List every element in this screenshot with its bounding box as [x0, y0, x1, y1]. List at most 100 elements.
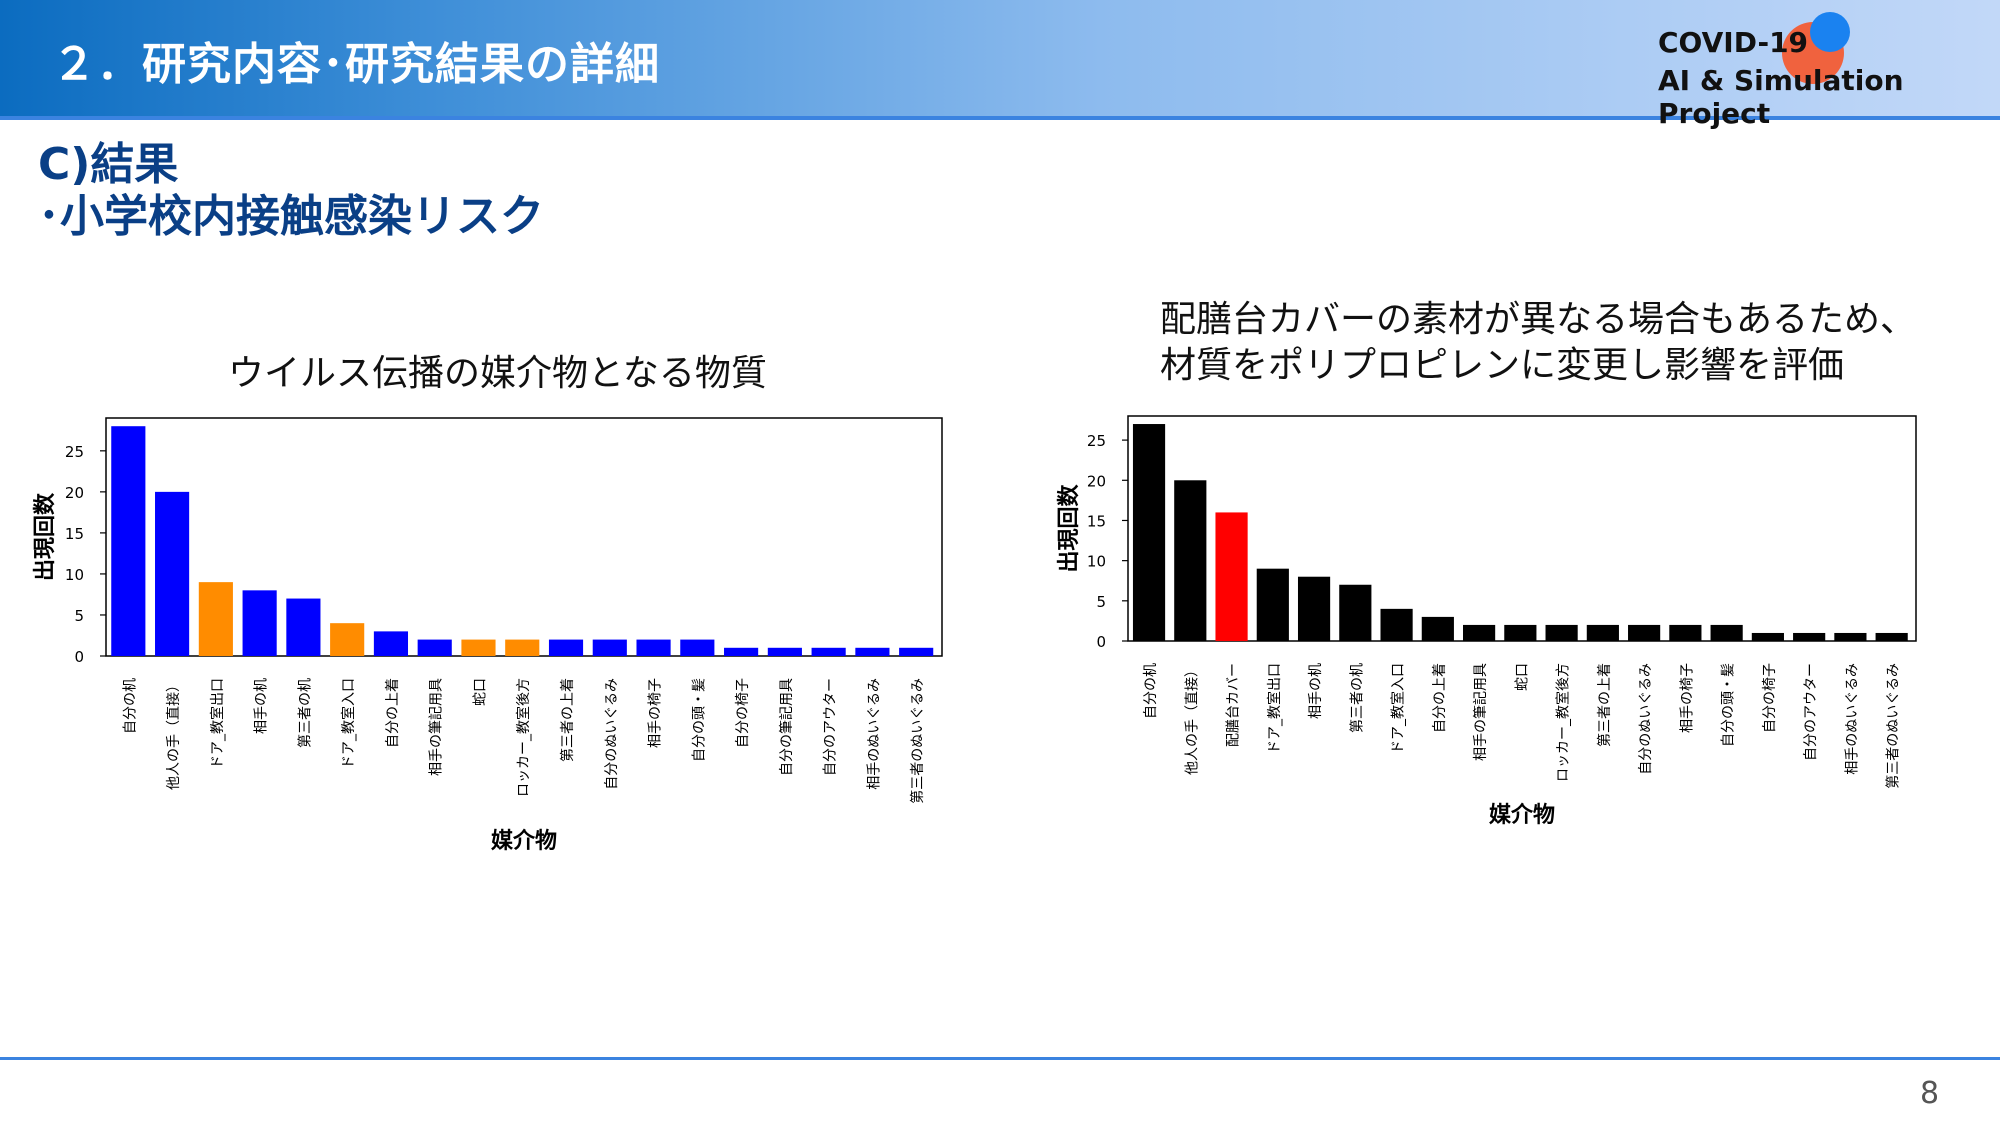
chart1-bar: [330, 623, 365, 656]
chart2-bar: [1545, 624, 1578, 641]
chart2-bar: [1834, 632, 1867, 641]
chart1-category-label: 相手の机: [254, 678, 270, 734]
chart2-ytick-label: 25: [1087, 432, 1106, 450]
chart1-bar: [811, 647, 846, 656]
chart1-category-label: ドア_教室出口: [209, 678, 226, 769]
logo-text-line2: AI & Simulation Project: [1658, 64, 1904, 130]
chart2-bar: [1875, 632, 1908, 641]
chart2-category-label: 相手の椅子: [1679, 663, 1695, 733]
chart1-bar: [242, 590, 277, 656]
chart1-bar: [636, 639, 671, 656]
chart2-bar: [1751, 632, 1784, 641]
chart1-xlabel: 媒介物: [491, 828, 557, 854]
chart1-ytick-label: 10: [65, 566, 84, 584]
chart2-category-label: 第三者の机: [1348, 663, 1365, 733]
section-subtitle: ･小学校内接触感染リスク: [38, 191, 544, 242]
chart1-category-label: 相手の椅子: [648, 678, 664, 748]
chart1-category-label: 自分の頭・髪: [691, 678, 707, 762]
chart2-bar: [1339, 584, 1372, 641]
chart2-bar: [1463, 624, 1496, 641]
chart1-ytick-label: 25: [65, 443, 84, 461]
chart2-ytick-label: 15: [1087, 512, 1106, 530]
chart1-ytick-label: 5: [74, 607, 84, 625]
chart1-bar: [767, 647, 802, 656]
header-divider: [0, 116, 2000, 120]
page-number: 8: [1920, 1076, 1940, 1111]
chart2-bar: [1710, 624, 1743, 641]
chart2-bar: [1380, 608, 1413, 641]
chart2-category-label: 自分のぬいぐるみ: [1638, 663, 1654, 775]
chart1-category-label: ドア_教室入口: [340, 678, 357, 769]
chart2-bar: [1504, 624, 1537, 641]
chart1-bar: [592, 639, 627, 656]
chart2-category-label: 相手のぬいぐるみ: [1844, 663, 1860, 775]
chart2-category-label: 相手の筆記用具: [1472, 663, 1489, 761]
section-title: C)結果: [38, 139, 179, 190]
chart2-bar: [1174, 480, 1207, 641]
chart2-category-label: ロッカー_教室後方: [1555, 663, 1572, 782]
chart1-bar: [417, 639, 452, 656]
chart2-category-label: 配膳台カバー: [1226, 663, 1242, 747]
page-title: ２．研究内容･研究結果の詳細: [52, 39, 660, 90]
chart1-category-label: 自分の上着: [385, 678, 401, 748]
chart2-bar: [1586, 624, 1619, 641]
chart1-bar: [373, 631, 409, 656]
chart1-bar: [724, 647, 759, 656]
logo-blue-circle-icon: [1810, 12, 1850, 52]
chart1-bar: [111, 426, 146, 656]
chart2-category-label: 自分の頭・髪: [1721, 663, 1737, 747]
footer-divider: [0, 1057, 2000, 1060]
chart1-ytick-label: 0: [74, 648, 84, 666]
chart2-bar: [1132, 424, 1166, 641]
chart2-category-label: 自分のアウター: [1803, 663, 1819, 761]
chart1-bar: [680, 639, 715, 656]
chart2-bar: [1628, 624, 1661, 641]
chart1-category-label: 自分の椅子: [735, 678, 751, 748]
chart1-bar: [155, 491, 190, 656]
chart1-bar: [461, 639, 496, 656]
chart1-caption: ウイルス伝播の媒介物となる物質: [228, 353, 767, 394]
chart2-ytick-label: 10: [1087, 553, 1106, 571]
chart1-category-label: 自分のアウター: [823, 678, 839, 776]
chart2-category-label: ドア_教室入口: [1390, 663, 1407, 754]
chart1-category-label: 第三者の机: [296, 678, 313, 748]
chart1-category-label: 蛇口: [472, 678, 488, 706]
chart1-ytick-label: 15: [65, 525, 84, 543]
chart1-category-label: 自分の机: [122, 678, 138, 734]
chart1-category-label: 相手のぬいぐるみ: [866, 678, 882, 790]
chart1-bar: [855, 647, 890, 656]
chart1-category-label: 相手の筆記用具: [428, 678, 445, 776]
chart1-ylabel: 出現回数: [32, 492, 58, 581]
chart2-bar: [1297, 576, 1331, 641]
chart2-category-label: 蛇口: [1514, 663, 1530, 691]
chart2-bar: [1256, 568, 1289, 641]
chart2-category-label: ドア_教室出口: [1266, 663, 1283, 754]
chart1-category-label: 自分のぬいぐるみ: [604, 678, 620, 790]
chart2-caption-line2: 材質をポリプロピレンに変更し影響を評価: [1160, 345, 1845, 386]
chart2-category-label: 他人の手（直接）: [1183, 663, 1200, 775]
chart1-bar: [899, 647, 934, 656]
chart2-category-label: 第三者の上着: [1596, 663, 1613, 747]
chart1-category-label: ロッカー_教室後方: [515, 678, 532, 797]
chart1-category-label: 第三者のぬいぐるみ: [909, 678, 926, 804]
chart2-category-label: 自分の上着: [1432, 663, 1448, 733]
chart1-ytick-label: 20: [65, 484, 84, 502]
chart1-bar: [505, 639, 540, 656]
chart2-bar: [1669, 624, 1702, 641]
chart2-bar: [1215, 512, 1248, 641]
chart2-category-label: 相手の机: [1308, 663, 1324, 719]
chart2-ylabel: 出現回数: [1056, 484, 1082, 573]
chart2-ytick-label: 0: [1096, 633, 1106, 651]
chart2-category-label: 第三者のぬいぐるみ: [1885, 663, 1902, 789]
chart2-xlabel: 媒介物: [1489, 802, 1555, 828]
chart2-bar: [1793, 632, 1826, 641]
chart2-category-label: 自分の机: [1143, 663, 1159, 719]
chart1-bar: [548, 639, 584, 656]
header-banner: [0, 0, 2000, 116]
chart1-bar: [286, 598, 321, 656]
chart2-bar: [1421, 616, 1454, 641]
chart2-category-label: 自分の椅子: [1762, 663, 1778, 733]
chart2-ytick-label: 5: [1096, 593, 1106, 611]
chart2-caption-line1: 配膳台カバーの素材が異なる場合もあるため、: [1160, 299, 1917, 340]
